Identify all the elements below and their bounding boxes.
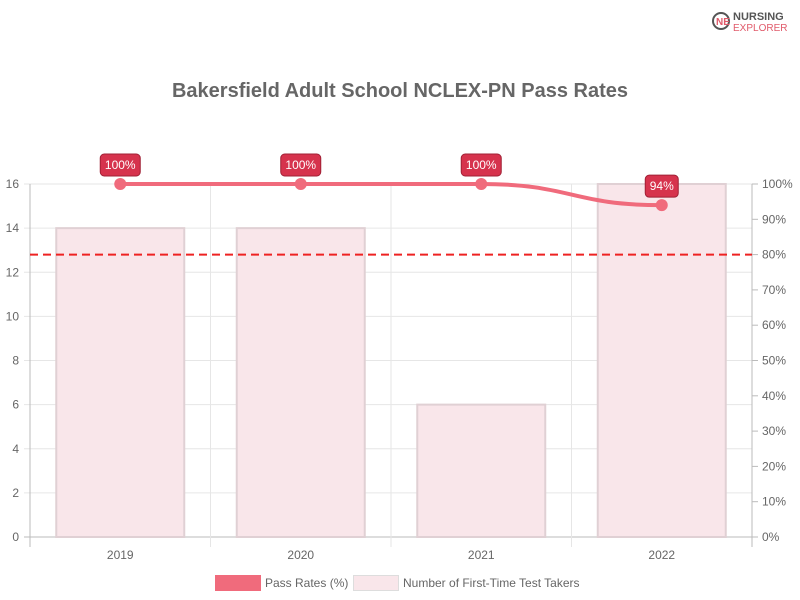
data-label: 100% bbox=[466, 158, 497, 172]
legend-swatch bbox=[215, 575, 261, 591]
data-label: 94% bbox=[650, 179, 674, 193]
x-tick-label: 2019 bbox=[107, 548, 134, 562]
legend-label: Pass Rates (%) bbox=[265, 576, 349, 590]
legend-test-takers[interactable]: Number of First-Time Test Takers bbox=[353, 575, 579, 591]
pass-rate-point bbox=[114, 178, 127, 190]
pass-rate-line bbox=[120, 181, 662, 208]
svg-text:EXPLORER: EXPLORER bbox=[733, 23, 787, 34]
right-tick-label: 100% bbox=[762, 177, 793, 191]
data-label-box bbox=[460, 153, 502, 177]
pass-rate-point bbox=[655, 199, 668, 212]
right-tick-label: 40% bbox=[762, 389, 786, 403]
bar-2019 bbox=[55, 227, 186, 538]
right-tick-label: 50% bbox=[762, 354, 786, 368]
legend-swatch bbox=[353, 575, 399, 591]
right-tick-label: 30% bbox=[762, 424, 786, 438]
x-tick-label: 2022 bbox=[648, 548, 675, 562]
right-tick-label: 70% bbox=[762, 283, 786, 297]
data-label: 100% bbox=[105, 158, 136, 172]
left-tick-label: 2 bbox=[12, 486, 19, 500]
data-label-box bbox=[280, 153, 322, 177]
pass-rate-point bbox=[475, 178, 488, 190]
left-tick-label: 0 bbox=[12, 530, 19, 544]
data-label: 100% bbox=[285, 158, 316, 172]
left-tick-label: 4 bbox=[12, 442, 19, 456]
legend-pass-rates[interactable]: Pass Rates (%) bbox=[215, 575, 348, 591]
x-tick-label: 2020 bbox=[287, 548, 314, 562]
left-tick-label: 14 bbox=[6, 221, 20, 235]
bar-2021 bbox=[416, 403, 547, 538]
left-tick-label: 16 bbox=[6, 177, 20, 191]
svg-text:NURSING: NURSING bbox=[733, 11, 784, 23]
right-tick-label: 0% bbox=[762, 530, 780, 544]
data-label-box bbox=[99, 153, 141, 177]
bar-2020 bbox=[235, 227, 366, 538]
svg-text:NE: NE bbox=[716, 17, 730, 28]
pass-rate-point bbox=[294, 178, 307, 190]
nursing-explorer-logo: NE NURSING EXPLORER bbox=[712, 11, 787, 34]
right-tick-label: 60% bbox=[762, 318, 786, 332]
legend-label: Number of First-Time Test Takers bbox=[403, 576, 580, 590]
right-tick-label: 20% bbox=[762, 459, 786, 473]
left-tick-label: 12 bbox=[6, 265, 20, 279]
right-tick-label: 80% bbox=[762, 248, 786, 262]
data-label-box bbox=[644, 174, 679, 198]
left-tick-label: 6 bbox=[12, 398, 19, 412]
right-tick-label: 10% bbox=[762, 495, 786, 509]
left-tick-label: 10 bbox=[6, 309, 20, 323]
bar-2022 bbox=[596, 183, 727, 538]
right-tick-label: 90% bbox=[762, 212, 786, 226]
x-tick-label: 2021 bbox=[468, 548, 495, 562]
left-tick-label: 8 bbox=[12, 354, 19, 368]
chart-title: Bakersfield Adult School NCLEX-PN Pass R… bbox=[171, 80, 629, 102]
